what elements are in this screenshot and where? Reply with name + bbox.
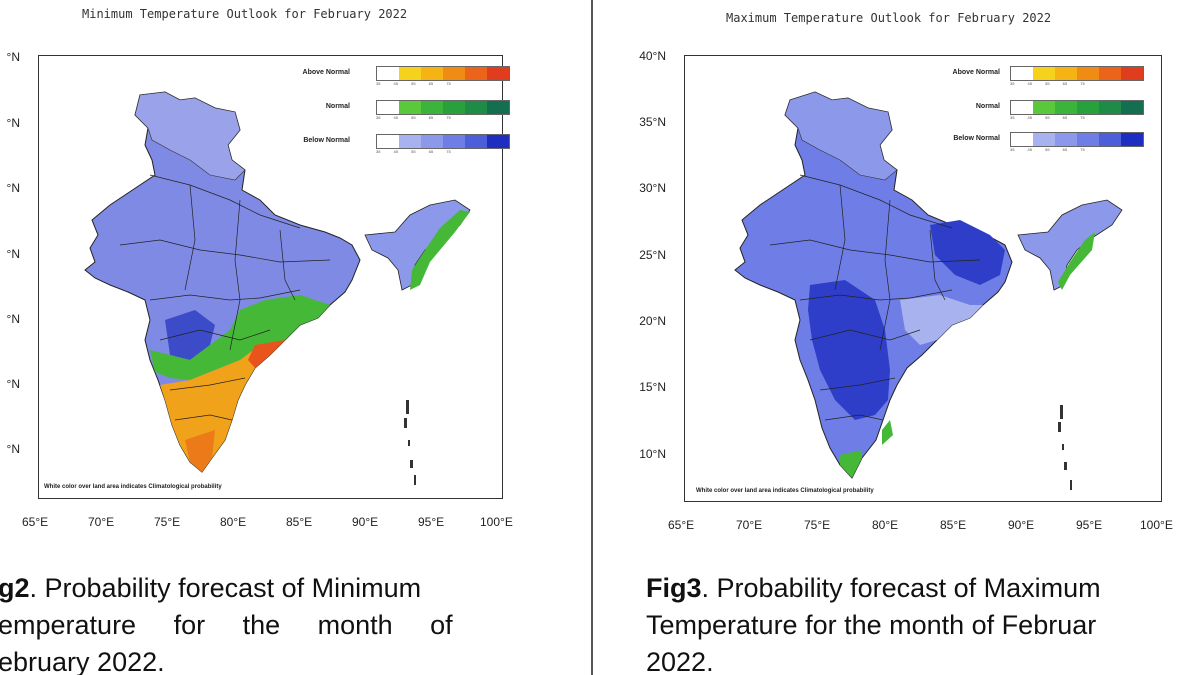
central-deep-blue [165, 310, 215, 360]
lon-label: 80°E [220, 515, 247, 529]
lon-label: 70°E [88, 515, 115, 529]
lat-label: °N [6, 247, 20, 261]
northeast-region [1017, 199, 1123, 291]
india-landmass [734, 91, 1013, 479]
red-east-coast [248, 340, 285, 368]
figure-caption: Fig3. Probability forecast of Maximum Te… [646, 573, 1101, 675]
lon-label: 90°E [352, 515, 379, 529]
lon-label: 90°E [1008, 518, 1035, 532]
lon-label: 85°E [286, 515, 313, 529]
india-map-min-temp [84, 91, 471, 485]
lat-label: °N [6, 442, 20, 456]
max-temp-panel: Maximum Temperature Outlook for February… [600, 0, 1190, 675]
lat-label: 15°N [639, 380, 666, 394]
lon-label: 100°E [1140, 518, 1173, 532]
state-boundaries [119, 174, 331, 421]
lat-label: 10°N [639, 447, 666, 461]
ne-green-edge [410, 210, 470, 290]
red-south-tip [185, 430, 215, 472]
lon-label: 65°E [22, 515, 49, 529]
lat-label: °N [6, 312, 20, 326]
climatology-note: White color over land area indicates Cli… [44, 484, 222, 490]
north-region [784, 91, 898, 181]
legend: Above Normal 35 45 55 65 75 Normal 35 45… [930, 66, 1155, 156]
lat-label: 35°N [639, 115, 666, 129]
min-temp-panel: Minimum Temperature Outlook for February… [0, 0, 590, 675]
lat-label: 40°N [639, 49, 666, 63]
andaman-islands [404, 400, 416, 485]
lon-label: 100°E [480, 515, 513, 529]
lon-label: 80°E [872, 518, 899, 532]
lon-label: 95°E [418, 515, 445, 529]
andaman-islands [1058, 405, 1072, 490]
climatology-note: White color over land area indicates Cli… [696, 488, 874, 494]
lat-label: °N [6, 181, 20, 195]
lon-label: 85°E [940, 518, 967, 532]
green-south-tip [840, 450, 862, 478]
map-title: Minimum Temperature Outlook for February… [82, 7, 408, 21]
lon-label: 95°E [1076, 518, 1103, 532]
india-map-max-temp [734, 91, 1123, 490]
light-east-region [900, 295, 983, 345]
lat-label: 20°N [639, 314, 666, 328]
lon-label: 65°E [668, 518, 695, 532]
map-title: Maximum Temperature Outlook for February… [726, 11, 1052, 25]
north-region [134, 91, 246, 181]
legend: Above Normal 35 45 55 65 75 Normal 35 45… [280, 66, 510, 156]
state-boundaries [769, 174, 981, 421]
deep-blue-east [930, 220, 1005, 285]
lon-label: 75°E [804, 518, 831, 532]
lat-label: 25°N [639, 248, 666, 262]
panel-divider [591, 0, 593, 675]
lat-label: °N [6, 377, 20, 391]
lon-label: 70°E [736, 518, 763, 532]
lat-label: °N [6, 50, 20, 64]
green-east-coast [882, 420, 893, 445]
green-band [150, 295, 330, 380]
deep-blue-west [808, 280, 890, 420]
lat-label: 30°N [639, 181, 666, 195]
ne-green-edge [1058, 232, 1095, 290]
figure-caption: g2. Probability forecast of Minimum empe… [0, 573, 453, 675]
lat-label: °N [6, 116, 20, 130]
lon-label: 75°E [154, 515, 181, 529]
